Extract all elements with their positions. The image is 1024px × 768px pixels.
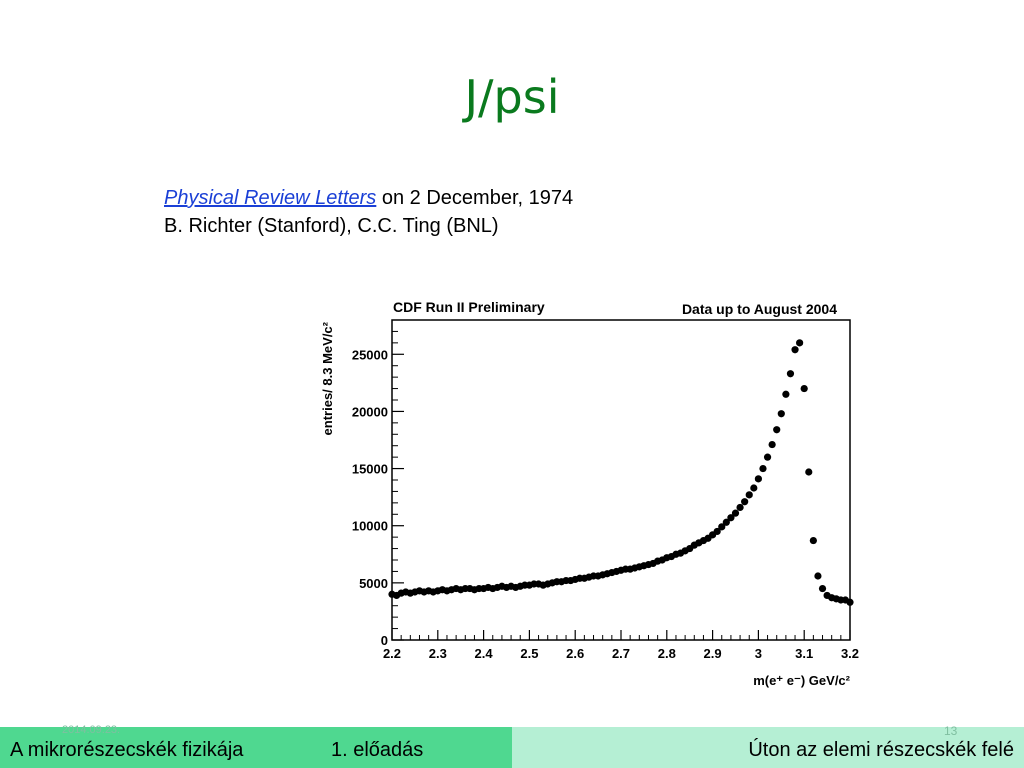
data-point [800, 384, 808, 393]
data-point [718, 523, 726, 531]
footer-topic: Úton az elemi részecskék felé [748, 739, 1014, 761]
y-axis-label: entries/ 8.3 MeV/c² [320, 321, 335, 435]
citation-line-1: Physical Review Letters on 2 December, 1… [164, 184, 573, 212]
y-tick-label: 10000 [352, 519, 388, 534]
slide-title: J/psi [464, 70, 560, 124]
y-tick-label: 15000 [352, 462, 388, 477]
data-point [727, 514, 735, 522]
data-point [773, 426, 781, 434]
data-point [759, 464, 767, 473]
x-tick-label: 2.5 [520, 646, 538, 661]
citation-date: on 2 December, 1974 [376, 187, 574, 209]
x-tick-label: 2.4 [475, 646, 494, 661]
data-point [722, 518, 730, 526]
data-point [814, 572, 822, 580]
chart-title-right: Data up to August 2004 [682, 301, 837, 317]
x-tick-label: 3 [755, 646, 762, 661]
data-point [731, 509, 740, 517]
data-point [805, 468, 813, 476]
data-point [786, 370, 795, 378]
chart-container: 2.2 2.3 2.4 2.5 2.6 2.7 2.8 2.9 3 3.1 3.2 0 5000 1000… [310, 290, 870, 690]
data-point [736, 503, 744, 512]
x-tick-label: 3.2 [841, 646, 859, 661]
x-tick-label: 2.7 [612, 646, 630, 661]
mass-spectrum-chart: 2.2 2.3 2.4 2.5 2.6 2.7 2.8 2.9 3 3.1 3.2 0 5000 1000… [320, 299, 859, 688]
x-tick-label: 3.1 [795, 646, 813, 661]
footer-right-bar [512, 727, 1024, 768]
x-axis-label: m(e⁺ e⁻) GeV/c² [753, 673, 850, 688]
data-point [763, 453, 772, 461]
x-tick-label: 2.2 [383, 646, 401, 661]
data-point [796, 339, 804, 347]
footer-date: 2014.09.23. [62, 724, 121, 736]
citation: Physical Review Letters on 2 December, 1… [164, 184, 573, 240]
x-tick-label: 2.8 [658, 646, 676, 661]
citation-authors: B. Richter (Stanford), C.C. Ting (BNL) [164, 215, 499, 237]
data-point [754, 475, 762, 483]
x-tick-label: 2.9 [704, 646, 722, 661]
y-tick-label: 20000 [352, 404, 388, 419]
data-point [713, 527, 721, 536]
data-point [846, 598, 854, 606]
data-point [809, 536, 817, 545]
footer-left-bar [0, 727, 512, 768]
data-point [791, 346, 799, 354]
data-point [768, 440, 776, 449]
x-tick-label: 2.6 [566, 646, 584, 661]
data-point [777, 410, 785, 418]
data-point [741, 498, 749, 506]
journal-link[interactable]: Physical Review Letters [164, 187, 377, 209]
footer-lecture-number: 1. előadás [331, 739, 424, 761]
data-point [750, 484, 758, 492]
x-tick-label: 2.3 [429, 646, 447, 661]
y-tick-label: 25000 [352, 347, 388, 362]
data-point [745, 491, 753, 499]
data-point [782, 390, 790, 398]
y-tick-label: 0 [381, 633, 388, 648]
y-tick-label: 5000 [359, 576, 388, 591]
data-point [818, 584, 827, 593]
chart-title-left: CDF Run II Preliminary [393, 299, 545, 315]
footer-course-title: A mikrorészecskék fizikája [10, 739, 244, 761]
footer-page-number: 13 [944, 724, 958, 738]
